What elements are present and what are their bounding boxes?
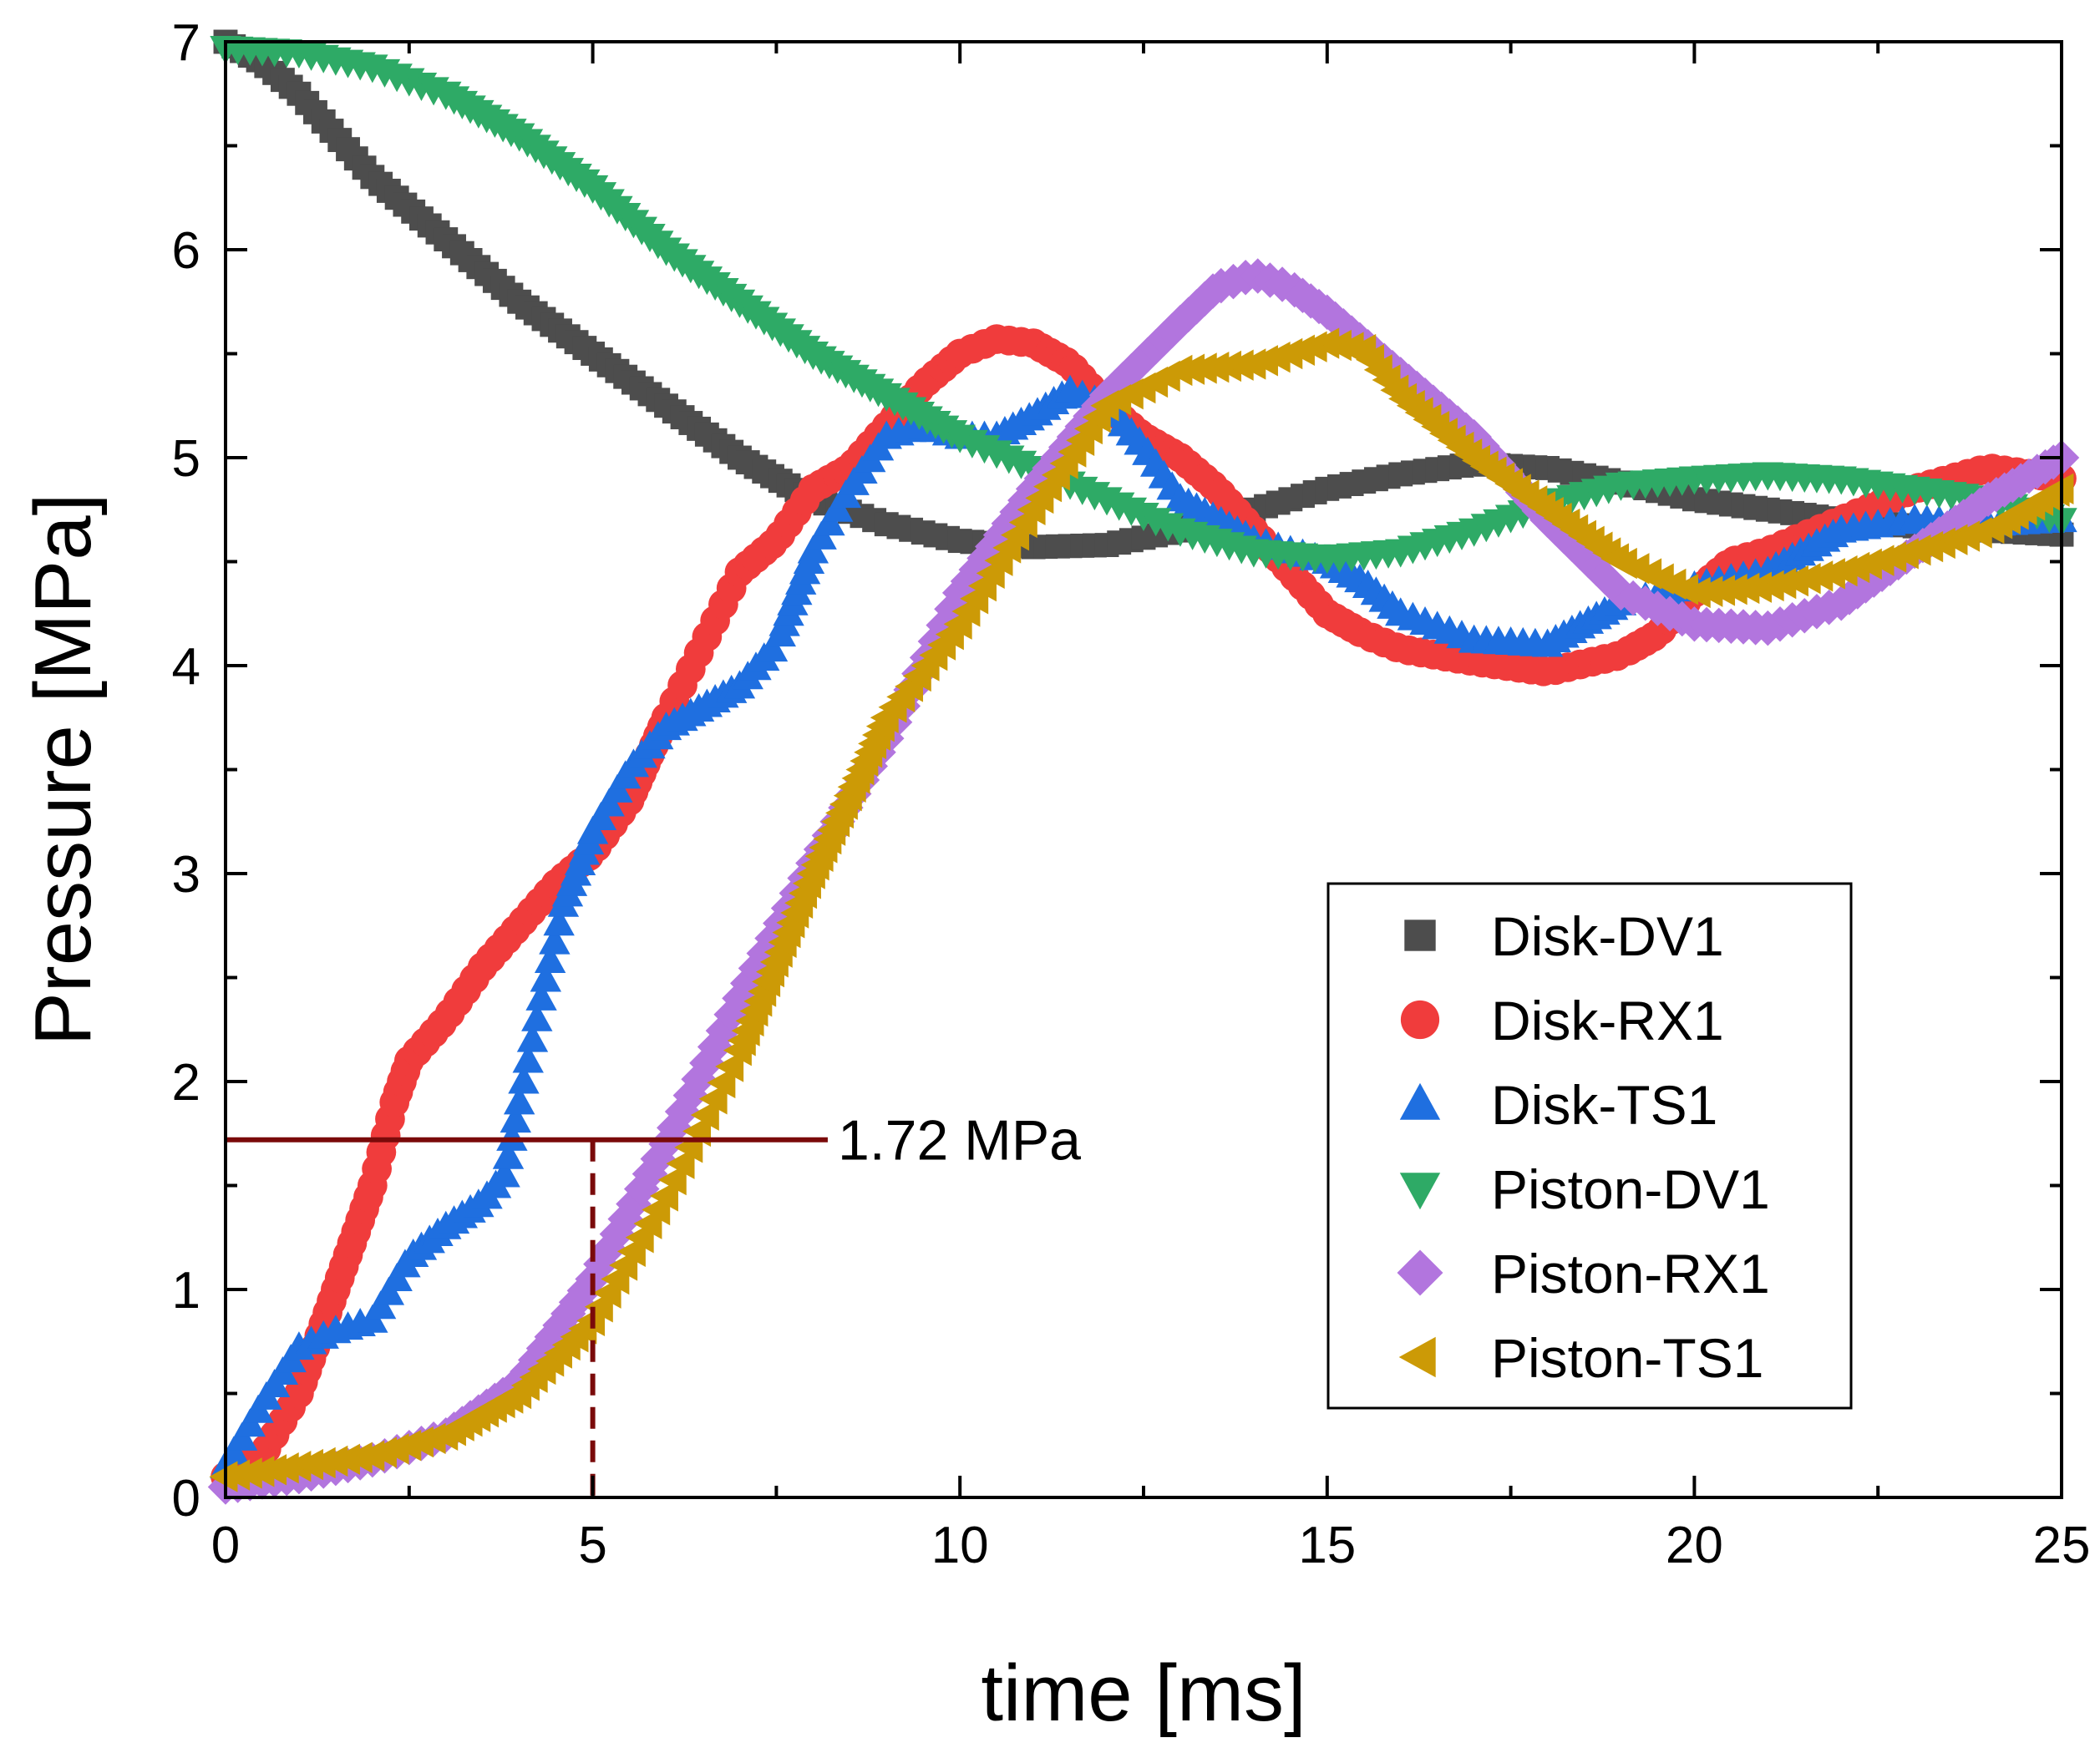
y-tick-label: 3 <box>172 846 200 904</box>
data-point <box>1779 565 1808 597</box>
data-point <box>512 1044 544 1073</box>
series-Disk-TS1 <box>210 374 2077 1479</box>
data-point <box>1335 332 1364 363</box>
y-tick-label: 4 <box>172 638 200 696</box>
data-point <box>489 1158 520 1188</box>
data-point <box>508 1065 540 1094</box>
data-point <box>282 1450 312 1482</box>
data-point <box>539 925 571 955</box>
data-point <box>1755 570 1784 602</box>
data-point <box>698 1083 728 1115</box>
data-point <box>343 1441 373 1473</box>
y-tick-label: 1 <box>172 1262 200 1320</box>
y-tick-label: 5 <box>172 430 200 488</box>
y-tick-label: 2 <box>172 1054 200 1112</box>
series-Piston-DV1 <box>210 36 2077 575</box>
y-tick-label: 7 <box>172 14 200 72</box>
data-point <box>500 1104 531 1133</box>
data-point <box>233 1457 262 1489</box>
legend-marker <box>1399 1173 1441 1210</box>
data-point <box>246 1456 275 1487</box>
legend-marker <box>1400 1000 1440 1040</box>
data-point <box>270 1452 299 1484</box>
data-point <box>530 963 562 992</box>
data-point <box>492 1140 525 1169</box>
legend: Disk-DV1 Disk-RX1 Disk-TS1 Piston-DV1 Piston… <box>1326 882 1853 1410</box>
annotation-layer: 1.72 MPa <box>226 1109 1081 1497</box>
legend-marker <box>1404 920 1436 951</box>
data-point <box>690 1099 719 1131</box>
data-point <box>516 1023 549 1052</box>
legend-label: Disk-DV1 <box>1491 905 1724 967</box>
x-tick-label: 0 <box>211 1517 240 1574</box>
data-point <box>496 1122 528 1151</box>
data-point <box>534 945 566 974</box>
legend-marker <box>1399 1082 1441 1120</box>
x-tick-label: 15 <box>1298 1517 1356 1574</box>
series-Piston-TS1 <box>209 327 2074 1492</box>
legend-marker <box>1398 1336 1436 1378</box>
data-point <box>1816 558 1845 590</box>
data-point <box>715 1051 744 1082</box>
data-point <box>307 1446 336 1479</box>
data-point <box>707 1066 736 1099</box>
data-point <box>221 1459 251 1491</box>
legend-label: Disk-TS1 <box>1491 1074 1717 1136</box>
threshold-label: 1.72 MPa <box>838 1109 1081 1173</box>
data-point <box>295 1448 324 1481</box>
legend-label: Piston-RX1 <box>1491 1243 1770 1305</box>
x-axis-title: time [ms] <box>981 1649 1306 1738</box>
x-tick-label: 5 <box>578 1517 606 1574</box>
y-tick-label: 6 <box>172 222 200 280</box>
data-point <box>649 1180 678 1212</box>
data-point <box>209 1461 238 1492</box>
data-point <box>1768 567 1797 600</box>
data-point <box>666 1148 695 1179</box>
tick-layer: 0 5 10 15 20 25 0 1 2 3 4 5 6 7 <box>172 14 2091 1574</box>
legend-label: Piston-DV1 <box>1491 1158 1770 1220</box>
legend-label: Disk-RX1 <box>1491 990 1724 1051</box>
data-point <box>331 1443 360 1476</box>
y-axis-title: Pressure [MPa] <box>18 494 108 1046</box>
data-point <box>2045 473 2074 505</box>
data-point <box>503 1086 535 1115</box>
data-point <box>756 633 789 662</box>
data-point <box>319 1445 348 1477</box>
data-point <box>521 1002 553 1031</box>
data-point <box>657 1163 687 1196</box>
data-point <box>1804 560 1834 592</box>
legend-marker <box>1397 1249 1443 1296</box>
data-point <box>1792 562 1821 595</box>
data-point <box>525 981 557 1011</box>
data-point <box>543 907 575 936</box>
x-tick-label: 25 <box>2033 1517 2091 1574</box>
data-point <box>1743 571 1773 603</box>
series-layer <box>207 29 2080 1505</box>
data-point <box>1311 327 1340 359</box>
legend-label: Piston-TS1 <box>1491 1327 1763 1389</box>
x-tick-label: 10 <box>931 1517 989 1574</box>
x-tick-label: 20 <box>1666 1517 1723 1574</box>
data-point <box>1322 329 1352 362</box>
y-tick-label: 0 <box>172 1470 200 1528</box>
legend-box <box>1326 882 1853 1410</box>
data-point <box>258 1454 287 1486</box>
